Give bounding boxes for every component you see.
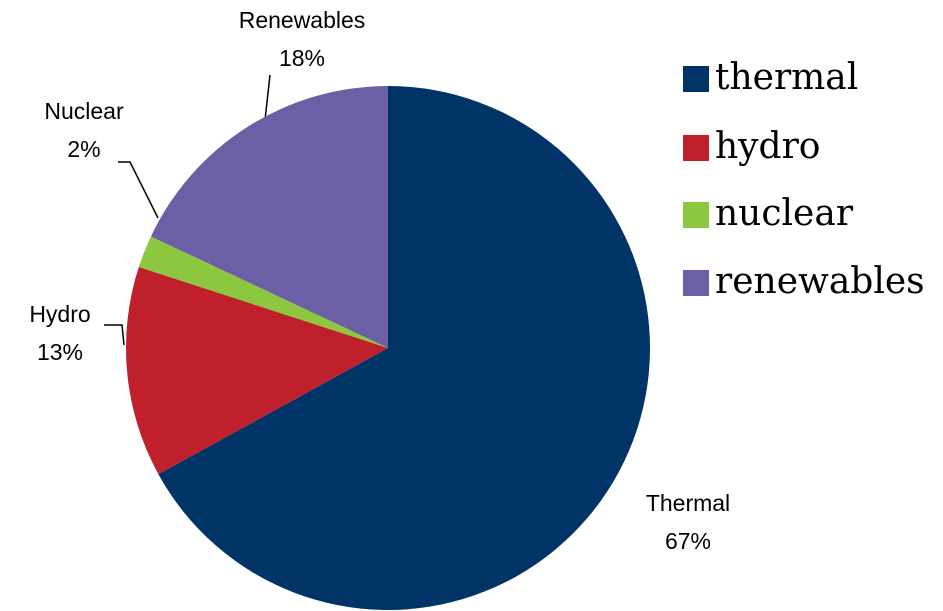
- legend-label: thermal: [715, 57, 858, 98]
- legend-label: renewables: [715, 261, 925, 302]
- legend-swatch: [683, 66, 709, 92]
- pie-slice: [126, 267, 389, 475]
- slice-label: Hydro: [29, 301, 90, 327]
- pie-slice: [158, 86, 650, 610]
- legend-label: nuclear: [715, 193, 854, 234]
- leader-line: [264, 74, 271, 121]
- legend-swatch: [683, 270, 709, 296]
- legend-swatch: [683, 202, 709, 228]
- pie-slice: [150, 86, 388, 348]
- slice-value-label: 18%: [279, 45, 325, 71]
- legend-swatch: [683, 135, 709, 161]
- leader-line: [104, 324, 125, 346]
- slice-value-label: 67%: [665, 528, 711, 554]
- slice-value-label: 13%: [37, 339, 83, 365]
- slice-label: Nuclear: [44, 98, 124, 124]
- legend-label: hydro: [715, 126, 820, 167]
- slice-value-label: 2%: [67, 136, 100, 162]
- leader-line: [118, 161, 159, 219]
- slice-label: Renewables: [239, 7, 366, 33]
- slice-label: Thermal: [646, 490, 730, 516]
- pie-slice: [138, 236, 388, 348]
